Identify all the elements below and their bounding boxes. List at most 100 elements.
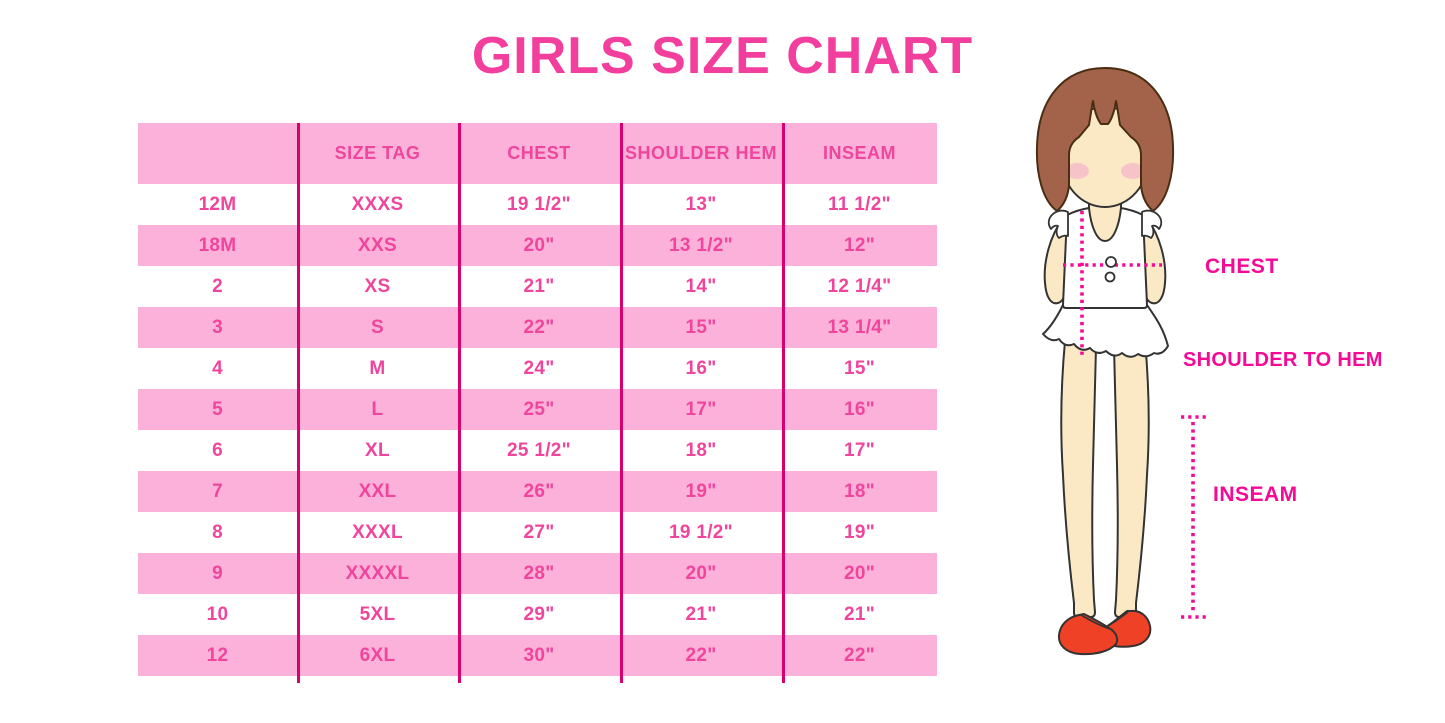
cell-shoulder-hem: 20"	[685, 562, 717, 584]
girl-top-button	[1104, 271, 1116, 283]
table-row: 18M XXS 20" 13 1/2" 12"	[138, 225, 937, 266]
cell-chest: 22"	[523, 316, 555, 338]
girl-hair	[1035, 67, 1175, 212]
cell-inseam: 17"	[843, 439, 876, 461]
cell-chest: 28"	[523, 562, 555, 584]
cell-inseam: 18"	[843, 480, 876, 502]
cell-tag: S	[371, 316, 384, 338]
table-row: 12M XXXS 19 1/2" 13" 11 1/2"	[138, 184, 937, 225]
cell-chest: 29"	[523, 603, 555, 625]
girl-ruffle-left	[1047, 209, 1069, 239]
table-row: 6 XL 25 1/2" 18" 17"	[138, 430, 937, 471]
cell-tag: L	[371, 398, 384, 420]
cell-size: 6	[212, 439, 223, 461]
cell-size: 18M	[198, 234, 237, 256]
cell-chest: 21"	[523, 275, 555, 297]
cell-inseam: 19"	[843, 521, 876, 543]
cell-shoulder-hem: 13 1/2"	[669, 234, 733, 256]
girl-top	[1062, 207, 1148, 309]
cell-chest: 20"	[523, 234, 555, 256]
table-row: 5 L 25" 17" 16"	[138, 389, 937, 430]
cell-tag: XL	[365, 439, 390, 461]
cell-chest: 26"	[523, 480, 555, 502]
table-header-row: SIZE TAG CHEST SHOULDER HEM INSEAM	[138, 123, 937, 184]
cell-size: 3	[212, 316, 223, 338]
header-cell-shoulder-hem: SHOULDER HEM	[624, 143, 777, 163]
cell-tag: XXS	[358, 234, 397, 256]
girl-skirt	[1042, 304, 1169, 358]
column-divider	[782, 123, 785, 683]
table-row: 3 S 22" 15" 13 1/4"	[138, 307, 937, 348]
header-cell-chest: CHEST	[507, 143, 571, 163]
cell-tag: XXL	[358, 480, 397, 502]
page-title: GIRLS SIZE CHART	[471, 27, 974, 85]
cell-size: 9	[212, 562, 223, 584]
cell-shoulder-hem: 18"	[685, 439, 717, 461]
girl-shoe-left	[1057, 613, 1119, 656]
cell-chest: 25"	[523, 398, 555, 420]
cell-shoulder-hem: 14"	[685, 275, 717, 297]
shoulder-to-hem-label: SHOULDER TO HEM	[1183, 349, 1383, 371]
cell-inseam: 11 1/2"	[828, 193, 891, 215]
table-row: 10 5XL 29" 21" 21"	[138, 594, 937, 635]
header-cell-size-tag: SIZE TAG	[334, 143, 421, 163]
girl-blush-left	[1065, 163, 1089, 179]
cell-inseam: 20"	[843, 562, 876, 584]
girl-shoe-left-strap	[1080, 614, 1111, 630]
cell-size: 12	[206, 644, 229, 666]
table-row: 4 M 24" 16" 15"	[138, 348, 937, 389]
column-divider	[297, 123, 300, 683]
cell-inseam: 22"	[843, 644, 876, 666]
table-row: 12 6XL 30" 22" 22"	[138, 635, 937, 676]
cell-inseam: 12"	[843, 234, 876, 256]
cell-shoulder-hem: 13"	[685, 193, 717, 215]
cell-size: 4	[212, 357, 223, 379]
table-row: 7 XXL 26" 19" 18"	[138, 471, 937, 512]
cell-shoulder-hem: 19"	[685, 480, 717, 502]
girl-illustration: CHEST SHOULDER TO HEM INSEAM	[1035, 67, 1383, 656]
cell-tag: 5XL	[359, 603, 396, 625]
table-row: 9 XXXXL 28" 20" 20"	[138, 553, 937, 594]
girl-top-button	[1105, 256, 1117, 268]
cell-chest: 24"	[523, 357, 555, 379]
column-divider	[620, 123, 623, 683]
cell-size: 10	[206, 603, 229, 625]
table-row: 2 XS 21" 14" 12 1/4"	[138, 266, 937, 307]
measurement-figure: CHEST SHOULDER TO HEM INSEAM	[1005, 55, 1435, 705]
chest-label: CHEST	[1205, 255, 1279, 278]
cell-tag: XXXL	[352, 521, 403, 543]
cell-tag: M	[369, 357, 386, 379]
cell-shoulder-hem: 21"	[685, 603, 717, 625]
cell-tag: XXXS	[351, 193, 404, 215]
cell-shoulder-hem: 22"	[685, 644, 717, 666]
cell-tag: 6XL	[359, 644, 396, 666]
cell-inseam: 15"	[843, 357, 876, 379]
cell-size: 12M	[198, 193, 237, 215]
cell-tag: XXXXL	[345, 562, 410, 584]
cell-size: 7	[212, 480, 223, 502]
cell-size: 5	[212, 398, 223, 420]
header-cell-blank	[138, 123, 297, 184]
cell-inseam: 16"	[843, 398, 876, 420]
header-cell-inseam: INSEAM	[822, 143, 896, 163]
cell-size: 8	[212, 521, 223, 543]
cell-chest: 27"	[523, 521, 555, 543]
cell-shoulder-hem: 16"	[685, 357, 717, 379]
cell-shoulder-hem: 15"	[685, 316, 717, 338]
girl-leg-left	[1060, 340, 1097, 618]
cell-chest: 25 1/2"	[507, 439, 571, 461]
inseam-label: INSEAM	[1213, 483, 1298, 506]
table-row: 8 XXXL 27" 19 1/2" 19"	[138, 512, 937, 553]
cell-shoulder-hem: 19 1/2"	[669, 521, 733, 543]
cell-shoulder-hem: 17"	[685, 398, 717, 420]
column-divider	[458, 123, 461, 683]
girl-leg-right	[1113, 340, 1150, 618]
cell-tag: XS	[364, 275, 391, 297]
size-table: SIZE TAG CHEST SHOULDER HEM INSEAM 12M X…	[138, 123, 937, 683]
girl-blush-right	[1121, 163, 1145, 179]
cell-chest: 19 1/2"	[507, 193, 571, 215]
cell-chest: 30"	[523, 644, 555, 666]
cell-inseam: 12 1/4"	[827, 275, 892, 297]
cell-inseam: 13 1/4"	[827, 316, 892, 338]
